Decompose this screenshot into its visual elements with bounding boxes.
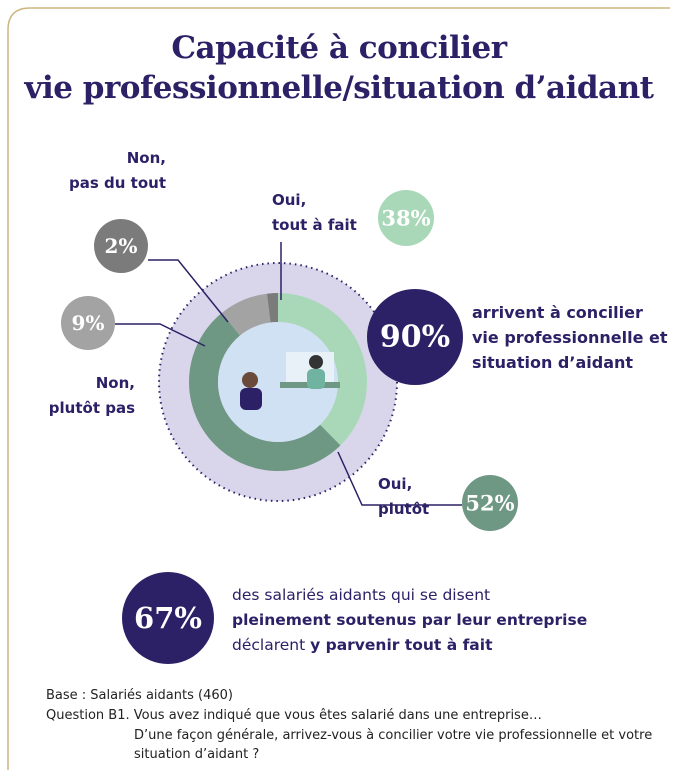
category-label: Oui, plutôt bbox=[378, 475, 430, 518]
callout-line: déclarent bbox=[232, 636, 306, 654]
chart-title: Capacité à concilier vie professionnelle… bbox=[24, 30, 654, 106]
frame bbox=[7, 7, 670, 770]
callout-text: arrivent à concilier vie professionnelle… bbox=[472, 303, 668, 372]
donut-segment bbox=[266, 293, 278, 323]
category-label: Non, pas du tout bbox=[69, 149, 166, 192]
value-bubble bbox=[462, 475, 518, 531]
callout-bubble bbox=[367, 289, 463, 385]
illustration bbox=[240, 388, 262, 410]
donut-segment bbox=[189, 313, 341, 471]
value-label: 9% bbox=[72, 311, 105, 335]
illustration bbox=[307, 369, 325, 389]
callout-line: y parvenir tout à fait bbox=[310, 636, 493, 654]
callout-label: 67% bbox=[134, 601, 202, 635]
callout-text: des salariés aidants qui se disent plein… bbox=[232, 583, 587, 658]
donut-segment bbox=[278, 293, 368, 446]
callout-bubble bbox=[122, 572, 214, 664]
callout-line: des salariés aidants qui se disent bbox=[232, 586, 491, 604]
value-label: 52% bbox=[465, 491, 514, 516]
illustration bbox=[242, 372, 258, 388]
callout-label: 90% bbox=[380, 320, 450, 355]
leader-lines bbox=[115, 242, 462, 506]
value-bubble bbox=[61, 296, 115, 350]
category-label: Non, plutôt pas bbox=[48, 374, 135, 417]
note: Base : Salariés aidants (460) bbox=[46, 688, 233, 703]
note: Question B1. Vous avez indiqué que vous … bbox=[46, 708, 542, 723]
value-bubble bbox=[378, 190, 434, 246]
value-label: 38% bbox=[381, 206, 430, 231]
category-label: Oui, tout à fait bbox=[272, 191, 357, 234]
note: D’une façon générale, arrivez-vous à con… bbox=[134, 728, 653, 762]
value-label: 2% bbox=[105, 234, 138, 258]
value-bubble bbox=[94, 219, 148, 273]
illustration bbox=[309, 355, 323, 369]
callout-line: pleinement soutenus par leur entreprise bbox=[232, 611, 588, 629]
donut-segment bbox=[221, 293, 271, 336]
